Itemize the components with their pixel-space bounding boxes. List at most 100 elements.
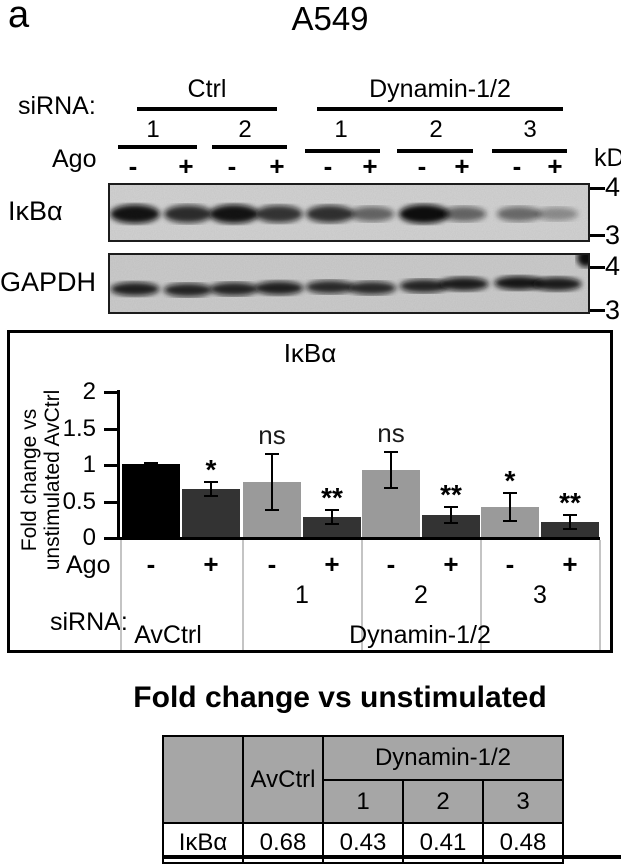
error-bar-cap-top	[325, 509, 339, 511]
ago-sign-chart: +	[324, 549, 340, 579]
lane-number-label: 1	[146, 116, 160, 143]
y-tick-mark	[104, 537, 117, 540]
bar-1	[122, 464, 180, 537]
error-bar-cap-bottom	[563, 528, 577, 530]
error-bar-cap-bottom	[503, 520, 517, 522]
mw-marker-dash	[590, 266, 605, 269]
y-tick-label: 0.5	[62, 488, 96, 515]
significance-label: ns	[377, 418, 405, 448]
sirna-row-label: siRNA:	[18, 92, 96, 120]
chart-sirna-number: 3	[533, 581, 547, 609]
blot-band	[305, 280, 355, 294]
kd-unit-label: kD	[594, 144, 621, 172]
blot-band	[163, 283, 213, 297]
error-bar-cap-top	[204, 481, 218, 483]
error-bar-cap-top	[563, 514, 577, 516]
chart-group-label-dynamin: Dynamin-1/2	[349, 621, 491, 649]
blot-band	[306, 205, 354, 223]
ago-sign-chart: -	[386, 549, 396, 579]
group-separator-line	[120, 540, 122, 650]
error-bar-cap-top	[444, 506, 458, 508]
blot-band	[535, 207, 579, 221]
error-bar-line	[569, 514, 571, 530]
lane-number-label: 1	[334, 116, 348, 143]
mw-marker-dash	[590, 234, 605, 237]
mw-marker-dash	[590, 309, 605, 312]
y-tick-mark	[104, 501, 117, 504]
ago-sign-blot: +	[269, 151, 285, 181]
table-subheader-3: 3	[482, 779, 564, 824]
error-bar-cap-top	[265, 453, 279, 455]
blot-band	[347, 281, 397, 295]
error-bar-cap-bottom	[325, 523, 339, 525]
blot-band	[496, 206, 542, 222]
bar-2	[182, 489, 240, 537]
blot-band	[254, 281, 304, 295]
error-bar-cap-bottom	[265, 509, 279, 511]
error-bar-cap-bottom	[444, 522, 458, 524]
error-bar-line	[450, 506, 452, 524]
mw-marker-label: 3	[605, 295, 621, 325]
sirna-group-label-dynamin: Dynamin-1/2	[369, 75, 511, 103]
bar-4	[303, 517, 361, 537]
error-bar-cap-top	[503, 492, 517, 494]
ago-sign-blot: +	[454, 151, 470, 181]
blot-band	[110, 282, 160, 296]
sirna-group-label-ctrl: Ctrl	[187, 75, 227, 103]
error-bar-line	[271, 453, 273, 511]
summary-table: AvCtrl Dynamin-1/2 1 2 3 IκBα 0.68 0.43 0.41 0.48	[162, 735, 564, 864]
blot-band	[255, 205, 303, 223]
error-bar-cap-top	[144, 462, 158, 464]
significance-label: **	[440, 479, 462, 510]
error-bar-cap-bottom	[144, 464, 158, 466]
group-separator-line	[599, 540, 601, 650]
chart-group-label-avctrl: AvCtrl	[134, 621, 202, 649]
error-bar-line	[509, 492, 511, 522]
ago-sign-chart: -	[505, 549, 515, 579]
group-separator-line	[361, 540, 363, 650]
ago-sign-chart: -	[267, 549, 277, 579]
lane-number-label: 3	[523, 116, 537, 143]
error-bar-cap-top	[384, 451, 398, 453]
ikba-blot-label: IκBα	[8, 196, 63, 226]
lane-number-label: 2	[429, 116, 443, 143]
significance-label: **	[559, 487, 581, 518]
ikba-blot-image	[108, 183, 590, 242]
gapdh-blot-image	[108, 253, 590, 314]
y-axis-line	[117, 390, 120, 540]
error-bar-cap-bottom	[204, 495, 218, 497]
group-separator-line	[480, 540, 482, 650]
lane-underline	[212, 145, 287, 149]
blot-band	[349, 206, 395, 222]
blot-band	[399, 204, 449, 224]
bar-chart-frame	[7, 330, 613, 653]
table-header-dynamin: Dynamin-1/2	[322, 735, 564, 781]
mw-marker-label: 4	[605, 172, 621, 202]
group-separator-line	[242, 540, 244, 650]
y-tick-label: 0	[82, 524, 96, 551]
blot-artifact	[577, 255, 588, 267]
y-tick-label: 1	[82, 451, 96, 478]
error-bar-line	[331, 509, 333, 525]
ago-sign-blot: +	[547, 151, 563, 181]
mw-marker-label: 3	[605, 220, 621, 250]
ago-row-label: Ago	[52, 145, 97, 173]
ago-sign-blot: -	[323, 151, 333, 181]
ago-sign-chart: +	[203, 549, 219, 579]
y-tick-mark	[104, 464, 117, 467]
blot-band	[209, 282, 259, 296]
chart-sirna-number: 2	[414, 581, 428, 609]
blot-band	[209, 204, 259, 224]
significance-label: *	[205, 454, 217, 485]
lane-underline	[397, 149, 473, 153]
chart-sirna-number: 1	[295, 581, 309, 609]
ago-sign-chart: +	[562, 549, 578, 579]
y-tick-label: 1.5	[62, 415, 96, 442]
bar-6	[422, 515, 480, 537]
lane-number-label: 2	[238, 116, 252, 143]
mw-marker-dash	[590, 187, 605, 190]
panel-label: a	[8, 0, 30, 36]
mw-marker-label: 4	[605, 251, 621, 281]
significance-label: ns	[258, 420, 286, 450]
table-subheader-1: 1	[322, 779, 404, 824]
